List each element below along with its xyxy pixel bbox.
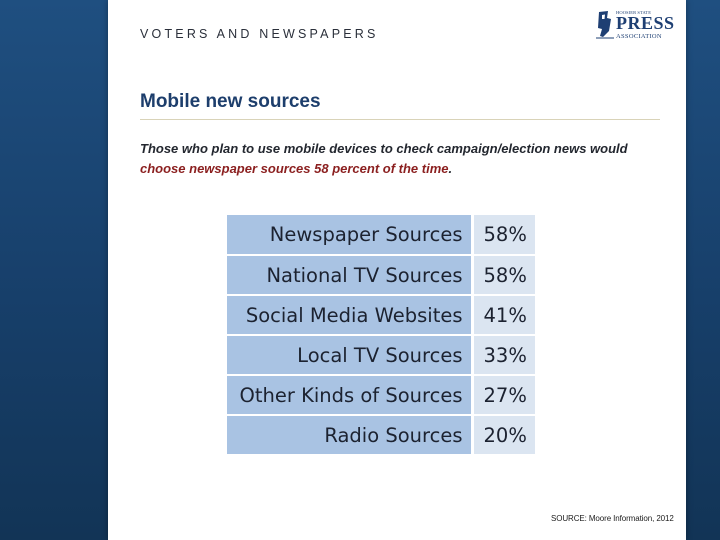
source-label: Other Kinds of Sources bbox=[227, 375, 472, 415]
source-percent: 41% bbox=[472, 295, 535, 335]
source-label: Newspaper Sources bbox=[227, 215, 472, 255]
source-label: National TV Sources bbox=[227, 255, 472, 295]
table-row: Newspaper Sources 58% bbox=[227, 215, 535, 255]
table-row: National TV Sources 58% bbox=[227, 255, 535, 295]
source-percent: 27% bbox=[472, 375, 535, 415]
heading-divider bbox=[140, 119, 660, 120]
logo-emblem-icon bbox=[594, 9, 616, 39]
caption: Those who plan to use mobile devices to … bbox=[140, 139, 660, 179]
source-percent: 33% bbox=[472, 335, 535, 375]
left-background-panel bbox=[0, 0, 110, 540]
slide: VOTERS AND NEWSPAPERS HOOSIER STATE PRES… bbox=[108, 0, 686, 540]
source-percent: 20% bbox=[472, 415, 535, 455]
press-association-logo: HOOSIER STATE PRESS ASSOCIATION bbox=[594, 9, 676, 41]
section-title: VOTERS AND NEWSPAPERS bbox=[140, 27, 379, 41]
sources-table: Newspaper Sources 58% National TV Source… bbox=[227, 215, 535, 456]
logo-association-text: ASSOCIATION bbox=[616, 33, 662, 40]
table-row: Other Kinds of Sources 27% bbox=[227, 375, 535, 415]
table-row: Local TV Sources 33% bbox=[227, 335, 535, 375]
source-percent: 58% bbox=[472, 215, 535, 255]
source-label: Radio Sources bbox=[227, 415, 472, 455]
source-label: Local TV Sources bbox=[227, 335, 472, 375]
source-percent: 58% bbox=[472, 255, 535, 295]
source-label: Social Media Websites bbox=[227, 295, 472, 335]
source-note: SOURCE: Moore Information, 2012 bbox=[551, 514, 674, 523]
table-row: Radio Sources 20% bbox=[227, 415, 535, 455]
right-background-panel bbox=[686, 0, 720, 540]
caption-highlight: choose newspaper sources 58 percent of t… bbox=[140, 161, 449, 176]
table-row: Social Media Websites 41% bbox=[227, 295, 535, 335]
slide-heading: Mobile new sources bbox=[140, 91, 321, 113]
caption-text-start: Those who plan to use mobile devices to … bbox=[140, 141, 628, 156]
caption-text-end: . bbox=[449, 161, 453, 176]
logo-press-text: PRESS bbox=[616, 14, 675, 32]
